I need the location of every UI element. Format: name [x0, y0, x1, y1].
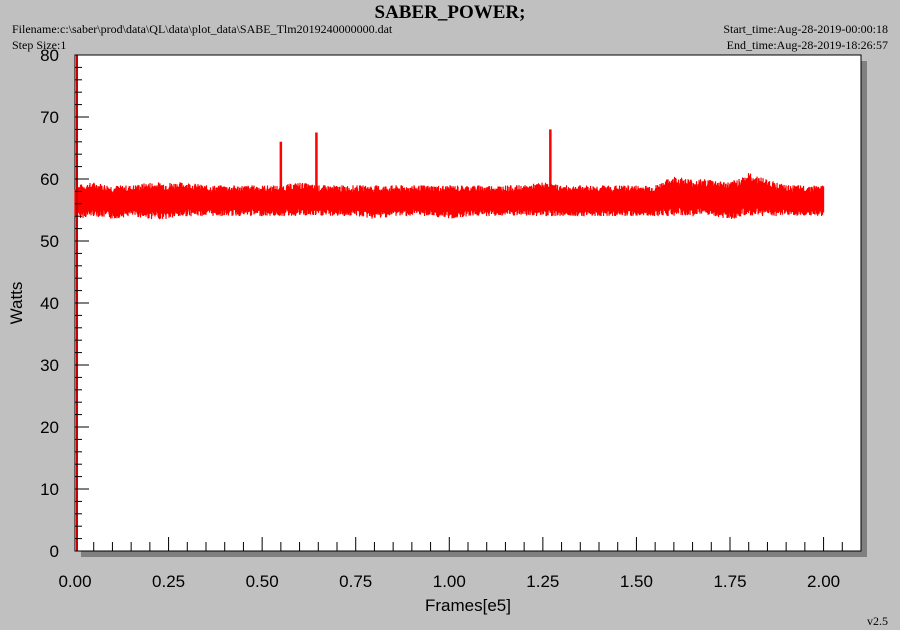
series-layer: [74, 129, 825, 220]
axis-layer: [74, 54, 861, 552]
tick-label-layer: 0 10 20 30 40 50 60 70 80 0.00 0.25 0.50 0.75 1.00 1.2…: [40, 46, 840, 591]
x-tick-label-3: 0.75: [339, 572, 372, 591]
x-tick-label-8: 2.00: [807, 572, 840, 591]
x-tick-label-1: 0.25: [152, 572, 185, 591]
y-tick-label-7: 70: [40, 108, 59, 127]
end-time-label: End_time:Aug-28-2019-18:26:57: [726, 38, 888, 52]
start-time-label: Start_time:Aug-28-2019-00:00:18: [723, 22, 888, 36]
y-tick-label-4: 40: [40, 294, 59, 313]
x-axis-label: Frames[e5]: [425, 596, 511, 615]
chart-title: SABER_POWER;: [374, 2, 526, 23]
x-tick-label-4: 1.00: [433, 572, 466, 591]
y-tick-label-5: 50: [40, 232, 59, 251]
y-tick-label-8: 80: [40, 46, 59, 65]
x-tick-label-2: 0.50: [246, 572, 279, 591]
filename-label: Filename:c:\saber\prod\data\QL\data\plot…: [12, 22, 393, 36]
series-line-0: [74, 173, 825, 220]
x-tick-label-6: 1.50: [620, 572, 653, 591]
x-tick-label-5: 1.25: [526, 572, 559, 591]
y-tick-label-1: 10: [40, 480, 59, 499]
y-axis-label: Watts: [7, 282, 26, 325]
y-tick-label-3: 30: [40, 356, 59, 375]
y-tick-label-2: 20: [40, 418, 59, 437]
y-tick-label-6: 60: [40, 170, 59, 189]
y-tick-label-0: 0: [50, 542, 59, 561]
x-tick-label-7: 1.75: [713, 572, 746, 591]
version-label: v2.5: [867, 614, 888, 628]
x-tick-label-0: 0.00: [58, 572, 91, 591]
step-size-label: Step Size:1: [12, 38, 67, 52]
plot-area: [74, 54, 862, 552]
